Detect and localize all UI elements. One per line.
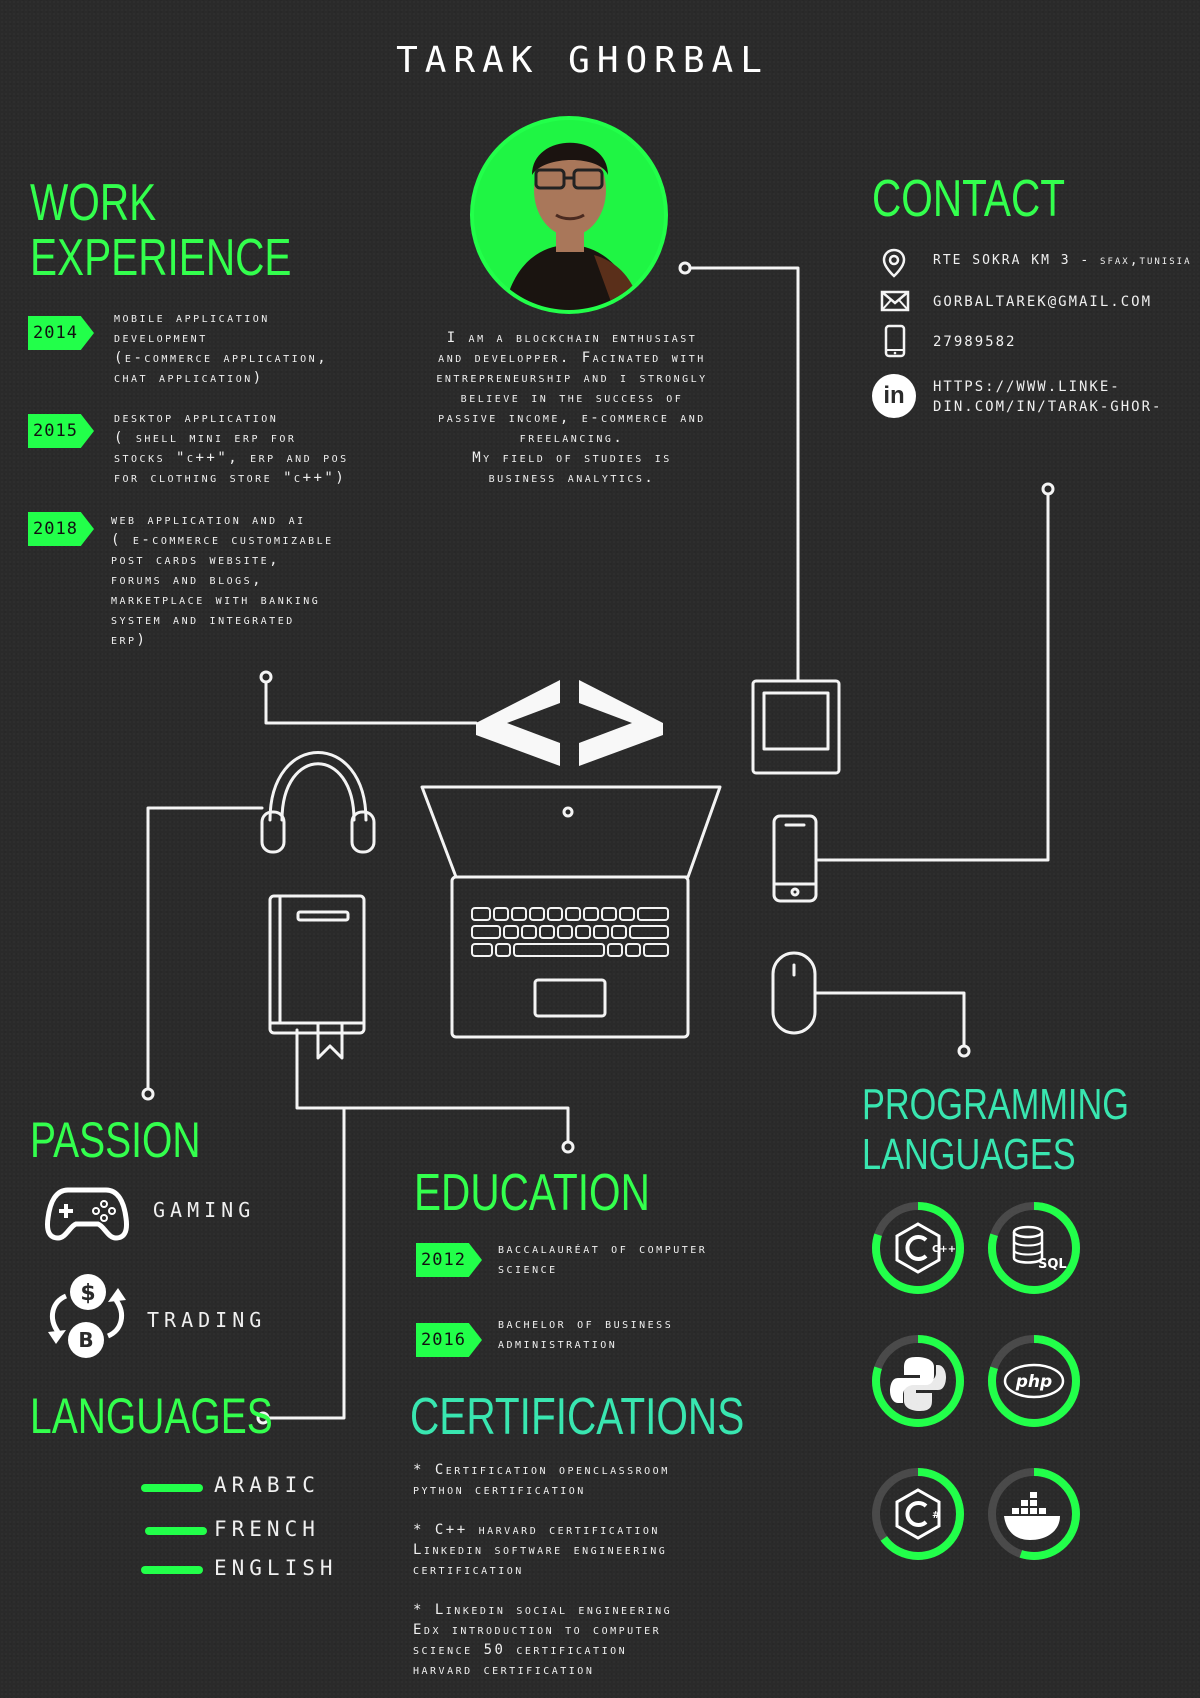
skill-label: php: [1015, 1372, 1052, 1392]
skill-level-ring: [872, 1335, 964, 1427]
skill-level-ring: [988, 1202, 1080, 1294]
trading-icon: $ B: [48, 1274, 126, 1358]
language-item: ENGLISH: [214, 1556, 338, 1580]
contact-heading: CONTACT: [872, 170, 1066, 228]
language-item: FRENCH: [214, 1517, 320, 1541]
education-year-badge: 2016: [416, 1323, 482, 1357]
skill-level-ring: [988, 1335, 1080, 1427]
language-level-bar: [145, 1527, 207, 1535]
languages-heading: LANGUAGES: [30, 1388, 273, 1444]
work-year-badge: 2018: [28, 512, 94, 546]
skill-label: C++: [932, 1244, 956, 1255]
sql-icon: SQL: [988, 1202, 1080, 1294]
language-item: ARABIC: [214, 1473, 320, 1497]
python-icon: [872, 1335, 964, 1427]
education-heading: EDUCATION: [414, 1164, 650, 1222]
contact-phone: 27989582: [933, 334, 1017, 350]
gamepad-icon: [45, 1187, 129, 1241]
docker-icon: [988, 1468, 1080, 1560]
cpp-icon: C++: [872, 1202, 964, 1294]
work-description: Desktop application ( Shell mini ERP for…: [114, 410, 349, 486]
linkedin-icon[interactable]: in: [872, 374, 916, 418]
php-icon: php: [988, 1335, 1080, 1427]
csharp-icon: #: [872, 1468, 964, 1560]
certification-item: * C++ harvard certification Linkedin sof…: [413, 1522, 668, 1578]
svg-text:B: B: [78, 1328, 93, 1352]
skill-label: SQL: [1038, 1257, 1067, 1272]
bio-text: I am a blockchain enthusiast and develop…: [436, 330, 708, 486]
education-description: baccalauréat of computer science: [498, 1241, 708, 1277]
education-description: Bachelor of business administration: [498, 1316, 674, 1352]
work-year-badge: 2015: [28, 414, 94, 448]
work-description: Mobile application development (e-commer…: [114, 310, 329, 386]
passion-item: TRADING: [147, 1308, 267, 1332]
language-level-bar: [141, 1566, 203, 1574]
skill-level-ring: [872, 1468, 964, 1560]
programming-heading: PROGRAMMING LANGUAGES: [862, 1080, 1129, 1179]
contact-address: RTE SOKRA KM 3 - sfax,tunisia: [933, 253, 1192, 268]
skill-label: #: [932, 1510, 940, 1521]
location-pin-icon: [882, 248, 906, 278]
svg-text:$: $: [80, 1281, 95, 1306]
skill-level-ring: [988, 1468, 1080, 1560]
passion-heading: PASSION: [30, 1112, 201, 1168]
page-title: TARAK GHORBAL: [396, 40, 769, 81]
certification-item: * Linkedin social engineering Edx introd…: [413, 1602, 673, 1678]
contact-email[interactable]: GORBALTAREK@GMAIL.COM: [933, 294, 1153, 310]
skill-level-ring: [872, 1202, 964, 1294]
education-year-badge: 2012: [416, 1243, 482, 1277]
language-level-bar: [141, 1484, 203, 1492]
envelope-icon: [880, 290, 910, 312]
work-year-badge: 2014: [28, 316, 94, 350]
certifications-heading: CERTIFICATIONS: [410, 1388, 745, 1446]
work-experience-heading: WORK EXPERIENCE: [30, 174, 292, 287]
phone-icon: [884, 324, 906, 358]
contact-linkedin[interactable]: HTTPS://WWW.LINKE- DIN.COM/IN/TARAK-GHOR…: [933, 379, 1163, 415]
avatar: [470, 116, 668, 314]
work-description: web application and AI ( e-commerce cust…: [111, 512, 334, 648]
certification-item: * Certification openclassroom python cer…: [413, 1462, 670, 1498]
programming-skills-grid: C++ SQL php #: [870, 1200, 1092, 1566]
passion-item: GAMING: [153, 1198, 256, 1222]
